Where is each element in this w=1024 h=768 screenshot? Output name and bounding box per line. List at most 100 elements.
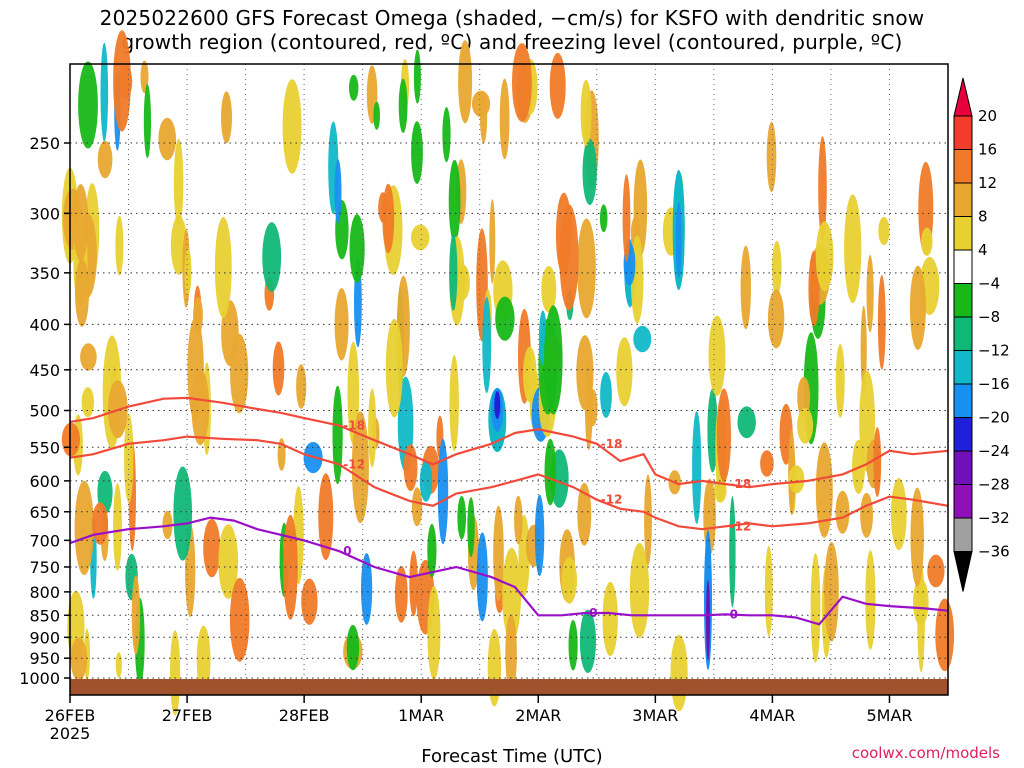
colorbar-box — [953, 517, 973, 552]
omega-cell — [301, 578, 318, 625]
omega-cell — [873, 427, 882, 497]
omega-cell — [514, 495, 523, 545]
omega-cell — [398, 78, 408, 133]
omega-cell — [262, 222, 282, 292]
omega-cell — [437, 438, 449, 545]
omega-core — [494, 391, 501, 419]
omega-cell — [449, 234, 458, 311]
colorbar-box — [953, 417, 973, 452]
omega-cell — [373, 101, 381, 130]
omega-shading — [61, 30, 955, 716]
x-tick-label: 28FEB — [279, 706, 330, 725]
colorbar-box — [953, 283, 973, 318]
x-tick-label: 3MAR — [632, 706, 678, 725]
ground-band — [70, 679, 948, 695]
omega-cell — [860, 492, 873, 538]
contours: -18 -18 -18 -12 -12 -12 0 0 0 — [69, 396, 949, 626]
omega-cell — [815, 221, 834, 292]
omega-cell — [409, 550, 418, 617]
omega-cell — [877, 275, 886, 370]
omega-cell — [346, 624, 360, 671]
omega-cell — [229, 577, 250, 662]
omega-cell — [890, 478, 907, 551]
y-tick-label: 950 — [29, 649, 60, 668]
contour-label: -12 — [343, 457, 365, 471]
omega-cell — [448, 159, 461, 243]
y-tick-label: 800 — [29, 583, 60, 602]
omega-cell — [296, 364, 307, 409]
omega-cell — [193, 296, 203, 335]
omega-cell — [411, 224, 430, 251]
omega-cell — [476, 532, 488, 622]
omega-cell — [716, 388, 732, 483]
omega-cell — [173, 466, 192, 561]
omega-cell — [767, 289, 785, 349]
omega-cell — [797, 407, 814, 444]
omega-cell — [909, 265, 926, 350]
colorbar-box — [953, 149, 973, 184]
omega-cell — [419, 460, 433, 502]
contour-label: -12 — [730, 519, 752, 533]
colorbar-label: −16 — [978, 375, 1010, 393]
omega-cell — [764, 545, 773, 637]
omega-cell — [143, 84, 151, 159]
x-tick-label: 26FEB — [45, 706, 96, 725]
omega-cell — [131, 575, 141, 655]
omega-cell — [737, 406, 756, 439]
omega-cell — [173, 138, 184, 228]
y-tick-label: 500 — [29, 402, 60, 421]
omega-cell — [113, 483, 122, 571]
omega-cell — [616, 337, 633, 407]
omega-cell — [411, 487, 423, 527]
colorbar-box — [953, 484, 973, 519]
omega-cell — [368, 388, 377, 468]
grid-lines — [69, 64, 948, 695]
omega-cell — [80, 343, 97, 371]
omega-cell — [582, 138, 597, 205]
omega-cell — [541, 266, 557, 313]
omega-cell — [740, 245, 751, 330]
omega-cell — [512, 43, 532, 122]
omega-cell — [866, 255, 874, 333]
contour-label: -12 — [601, 493, 623, 507]
x-tick-label: 2MAR — [515, 706, 561, 725]
colorbar-box — [953, 182, 973, 217]
colorbar-box — [953, 383, 973, 418]
y-tick-label: 400 — [29, 315, 60, 334]
omega-cell — [115, 215, 124, 276]
omega-cell — [482, 296, 492, 394]
omega-cell — [633, 325, 652, 353]
colorbar-label: −24 — [978, 442, 1010, 460]
omega-cell — [844, 194, 862, 303]
chart-title: 2025022600 GFS Forecast Omega (shaded, −… — [0, 6, 1024, 54]
omega-cell — [221, 91, 232, 144]
omega-cell — [489, 199, 496, 284]
x-tick-label: 1MAR — [398, 706, 444, 725]
omega-cell — [92, 502, 109, 545]
contour-label: 0 — [343, 544, 351, 558]
omega-cell — [835, 343, 845, 418]
y-tick-label: 650 — [29, 503, 60, 522]
omega-cell — [772, 240, 782, 297]
omega-cell — [442, 107, 451, 163]
colorbar-bottom-arrow — [953, 551, 973, 592]
omega-cell — [670, 634, 688, 712]
omega-cell — [788, 465, 805, 494]
omega-cell — [815, 442, 833, 538]
omega-cell — [334, 288, 349, 361]
credit-text: coolwx.com/models — [851, 744, 1000, 762]
omega-cell — [860, 305, 867, 394]
omega-cell — [158, 117, 176, 161]
omega-cell — [272, 341, 285, 396]
omega-core — [675, 202, 682, 278]
omega-cell — [351, 411, 369, 524]
omega-cell — [184, 248, 192, 295]
colorbar-box — [953, 249, 973, 284]
contour-line — [69, 435, 949, 531]
omega-cell — [334, 159, 342, 224]
omega-cell — [559, 204, 579, 311]
omega-cell — [140, 60, 149, 94]
omega-cell — [61, 422, 80, 457]
omega-cell — [708, 315, 726, 396]
